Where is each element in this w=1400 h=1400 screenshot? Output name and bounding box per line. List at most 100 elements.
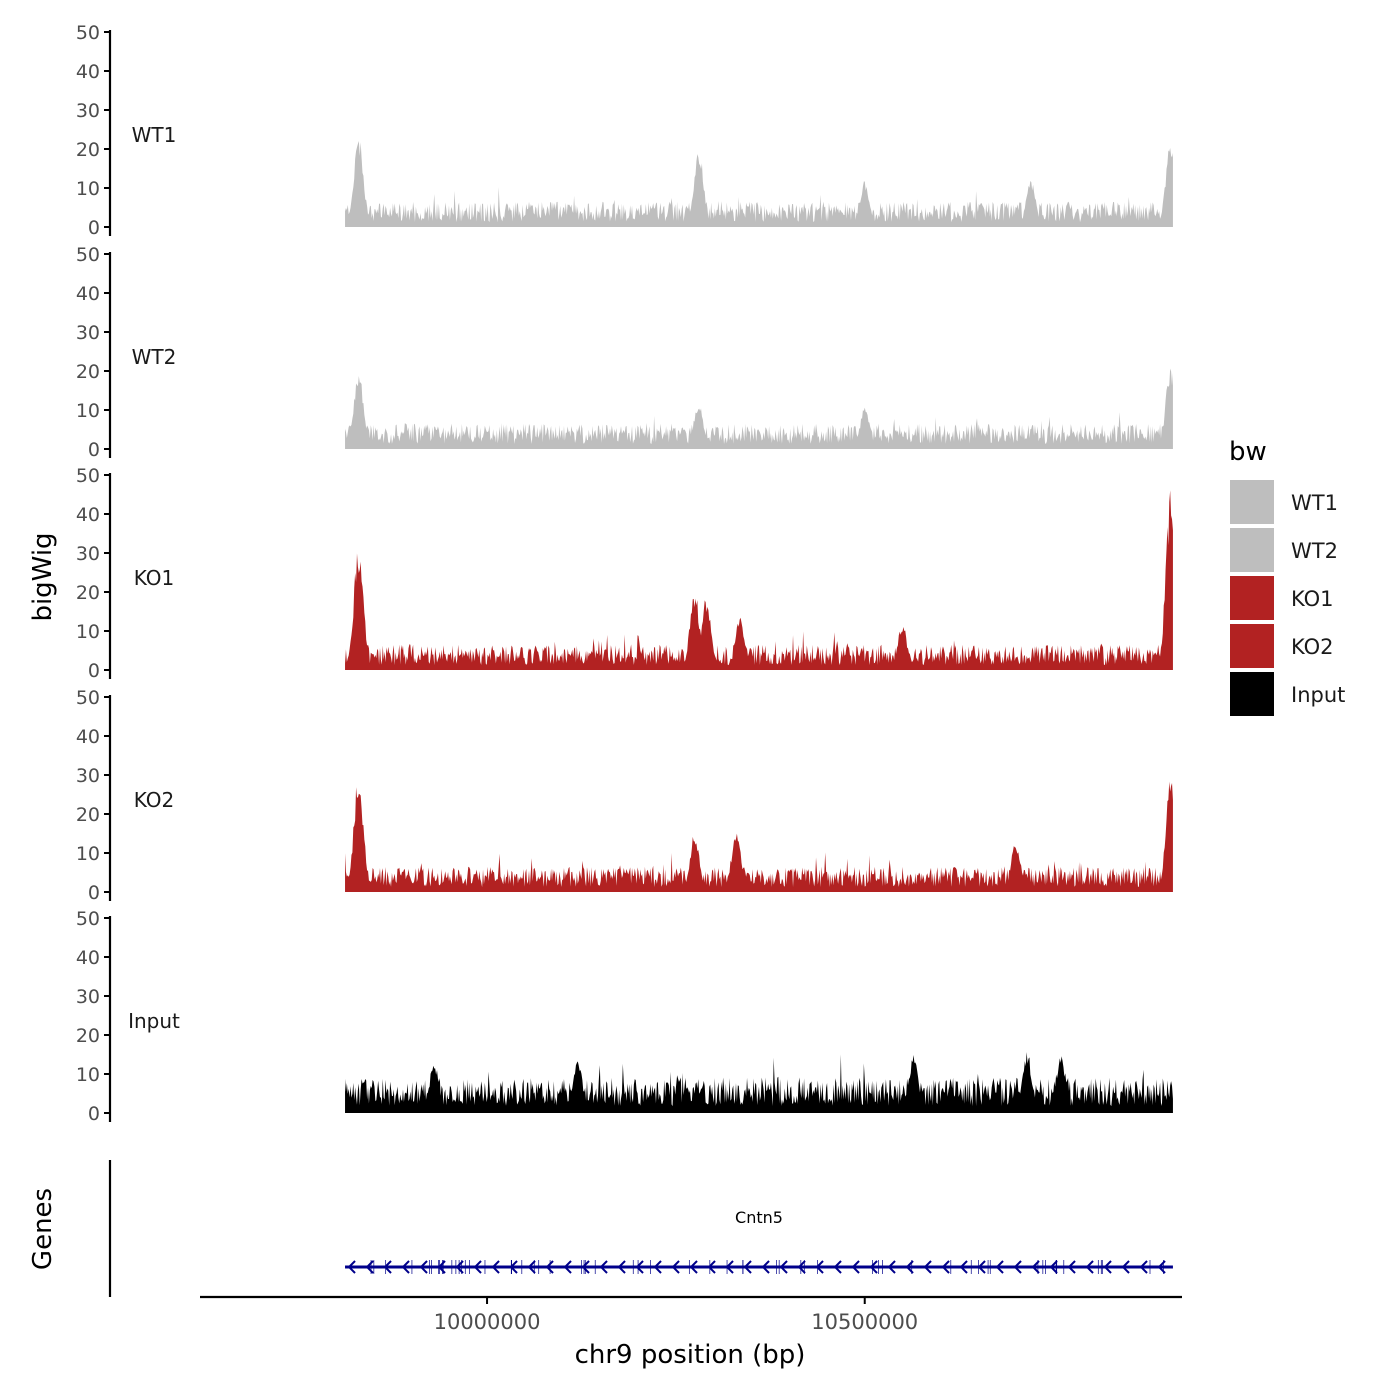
legend-swatch: [1230, 480, 1274, 524]
strand-arrow: [653, 1260, 662, 1274]
y-tick-label: 30: [76, 543, 100, 565]
legend-items: WT1 WT2 KO1 KO2 Input: [1230, 480, 1345, 716]
gene-label: Cntn5: [735, 1208, 783, 1227]
strand-arrow: [887, 1260, 896, 1274]
y-tick-label: 20: [76, 804, 100, 826]
strand-arrow: [1085, 1260, 1094, 1274]
strand-arrow: [995, 1260, 1004, 1274]
y-tick-label: 30: [76, 986, 100, 1008]
y-axis-title: bigWig: [28, 532, 58, 621]
legend-label: Input: [1291, 683, 1345, 707]
strand-arrow: [509, 1260, 518, 1274]
strand-arrow: [545, 1260, 554, 1274]
signal-area-ko2: [345, 781, 1173, 892]
x-axis-ticks: 10000000 10500000: [434, 1297, 918, 1334]
legend-item-wt1: WT1: [1230, 480, 1338, 524]
y-tick-label: 30: [76, 765, 100, 787]
strand-arrow: [1139, 1260, 1148, 1274]
legend-label: WT2: [1291, 539, 1338, 563]
y-tick-label: 10: [76, 400, 100, 422]
legend-swatch: [1230, 672, 1274, 716]
legend-item-ko2: KO2: [1230, 624, 1334, 668]
strand-arrow: [455, 1260, 464, 1274]
track-label: Input: [128, 1009, 180, 1033]
strand-arrow: [797, 1260, 806, 1274]
y-tick-label: 40: [76, 61, 100, 83]
y-tick-label: 50: [76, 244, 100, 266]
y-tick-label: 40: [76, 726, 100, 748]
gene-cntn5: Cntn5: [345, 1208, 1173, 1274]
strand-arrow: [1067, 1260, 1076, 1274]
strand-arrow: [563, 1260, 572, 1274]
y-tick-label: 0: [88, 882, 100, 904]
strand-arrow: [725, 1260, 734, 1274]
legend-label: KO2: [1291, 635, 1334, 659]
track-label: WT1: [132, 123, 177, 147]
signal-area-input: [345, 1052, 1173, 1113]
signal-area-ko1: [345, 490, 1173, 670]
track-ko2: 0 10 20 30 40 50 KO2: [76, 687, 1173, 904]
y-tick-label: 30: [76, 100, 100, 122]
y-tick-label: 40: [76, 947, 100, 969]
strand-arrow: [1157, 1260, 1166, 1274]
strand-arrow: [599, 1260, 608, 1274]
track-ko1: 0 10 20 30 40 50 KO1: [76, 465, 1173, 682]
y-tick-label: 50: [76, 22, 100, 44]
y-tick-label: 10: [76, 1064, 100, 1086]
strand-arrow: [923, 1260, 932, 1274]
legend-item-wt2: WT2: [1230, 528, 1338, 572]
strand-arrow: [491, 1260, 500, 1274]
strand-arrow: [779, 1260, 788, 1274]
y-tick-label: 20: [76, 361, 100, 383]
strand-arrow: [437, 1260, 446, 1274]
strand-arrow: [1013, 1260, 1022, 1274]
x-tick-label: 10500000: [811, 1310, 918, 1334]
legend-title: bw: [1229, 437, 1267, 467]
track-label: WT2: [132, 345, 177, 369]
strand-arrow: [941, 1260, 950, 1274]
y-tick-label: 20: [76, 1025, 100, 1047]
legend-label: WT1: [1291, 491, 1338, 515]
y-tick-label: 0: [88, 217, 100, 239]
y-tick-label: 30: [76, 322, 100, 344]
y-tick-label: 50: [76, 908, 100, 930]
strand-arrow: [1049, 1260, 1058, 1274]
y-tick-label: 40: [76, 504, 100, 526]
legend-item-input: Input: [1230, 672, 1345, 716]
strand-arrow: [1103, 1260, 1112, 1274]
strand-arrow: [1121, 1260, 1130, 1274]
strand-arrow: [851, 1260, 860, 1274]
strand-arrow: [689, 1260, 698, 1274]
strand-arrow: [707, 1260, 716, 1274]
legend-label: KO1: [1291, 587, 1334, 611]
legend: bw WT1 WT2 KO1 KO2 Input: [1229, 437, 1345, 716]
strand-arrow: [383, 1260, 392, 1274]
strand-arrow: [419, 1260, 428, 1274]
y-tick-label: 50: [76, 465, 100, 487]
legend-swatch: [1230, 528, 1274, 572]
track-label: KO1: [134, 566, 175, 590]
track-label: KO2: [134, 788, 175, 812]
strand-arrow: [473, 1260, 482, 1274]
y-tick-label: 0: [88, 1103, 100, 1125]
y-tick-label: 20: [76, 139, 100, 161]
strand-arrow: [1031, 1260, 1040, 1274]
track-input: 0 10 20 30 40 50 Input: [76, 908, 1173, 1125]
genes-track-title: Genes: [28, 1188, 58, 1270]
signal-tracks: 0 10 20 30 40 50 WT1 0 10 20 30 40 50 WT2 0 10 20 30 40 50 K…: [76, 22, 1173, 1125]
strand-arrow: [977, 1260, 986, 1274]
legend-swatch: [1230, 576, 1274, 620]
strand-arrow: [671, 1260, 680, 1274]
signal-area-wt1: [345, 140, 1173, 227]
strand-arrow: [401, 1260, 410, 1274]
legend-item-ko1: KO1: [1230, 576, 1334, 620]
strand-arrow: [617, 1260, 626, 1274]
x-tick-label: 10000000: [434, 1310, 541, 1334]
track-wt1: 0 10 20 30 40 50 WT1: [76, 22, 1173, 239]
track-wt2: 0 10 20 30 40 50 WT2: [76, 244, 1173, 461]
strand-arrow: [527, 1260, 536, 1274]
y-tick-label: 0: [88, 660, 100, 682]
y-tick-label: 10: [76, 178, 100, 200]
strand-arrow: [635, 1260, 644, 1274]
strand-arrow: [833, 1260, 842, 1274]
